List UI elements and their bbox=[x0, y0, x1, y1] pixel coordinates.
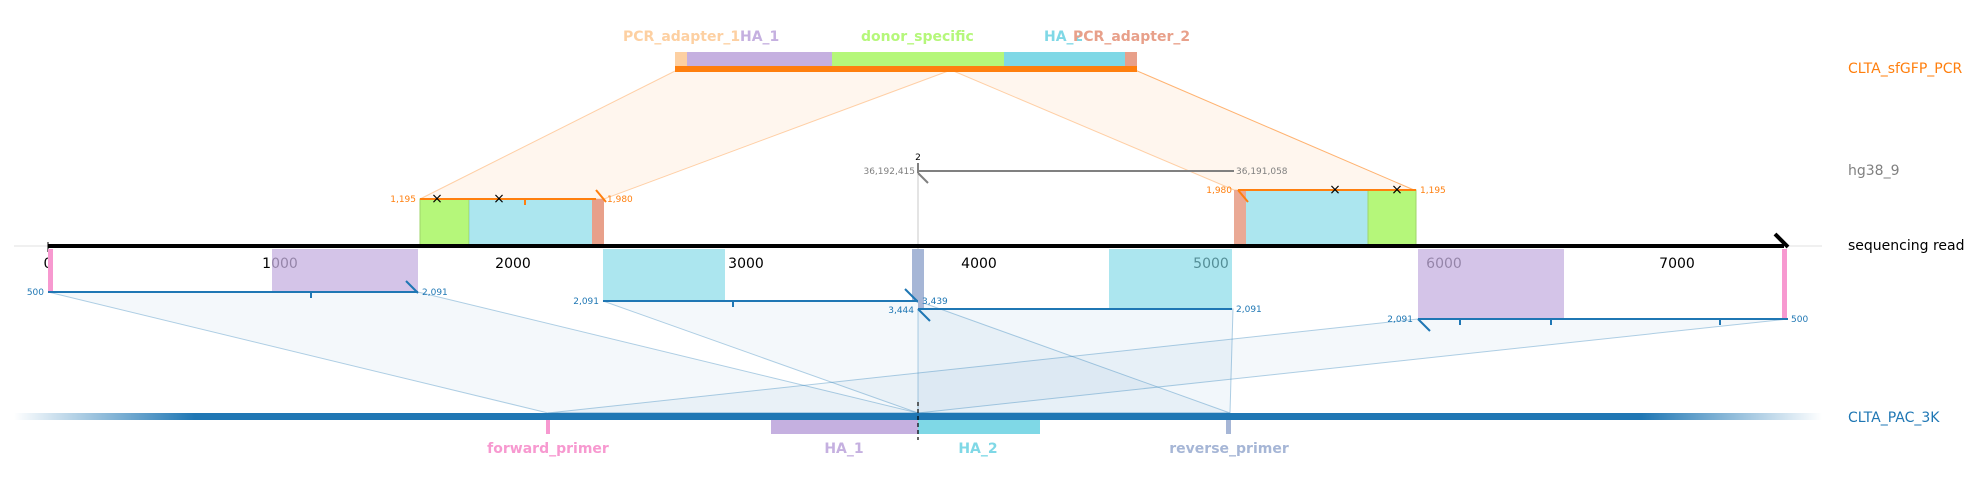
amp4-end-coord: 500 bbox=[1791, 315, 1808, 325]
donor-left-start-coord: 1,195 bbox=[390, 195, 416, 205]
amp2-start-coord: 2,091 bbox=[573, 297, 599, 307]
amp3-end-coord: 2,091 bbox=[1236, 305, 1262, 315]
forward-primer-block bbox=[546, 420, 550, 434]
donor-specific-label: donor_specific bbox=[861, 29, 974, 45]
track-label-genome: hg38_9 bbox=[1848, 163, 1899, 179]
amplicon-reference: forward_primer HA_1 HA_2 reverse_primer bbox=[14, 402, 1822, 457]
svg-text:×: × bbox=[1329, 182, 1341, 198]
ha-1-label: HA_1 bbox=[740, 29, 779, 45]
amplicon-alignment-4: 2,091 500 bbox=[1387, 249, 1808, 332]
read-tick-3000: 3000 bbox=[728, 256, 764, 272]
ha-2-label: HA_2 bbox=[1044, 29, 1083, 45]
read-tick-7000: 7000 bbox=[1659, 256, 1695, 272]
pcr-adapter-1-label: PCR_adapter_1 bbox=[623, 29, 740, 45]
donor-mapping-shading bbox=[419, 69, 1415, 200]
genome-right-coord: 36,191,058 bbox=[1236, 167, 1288, 177]
donor-right-start-coord: 1,980 bbox=[1206, 186, 1232, 196]
ha-1-amplicon-label: HA_1 bbox=[824, 441, 863, 457]
ha-1-amplicon-block bbox=[771, 420, 918, 434]
genome-chrom-label: 2 bbox=[915, 153, 921, 163]
genome-left-coord: 36,192,415 bbox=[863, 167, 915, 177]
donor-specific-block bbox=[832, 52, 1004, 67]
ha-2-amplicon-label: HA_2 bbox=[958, 441, 997, 457]
amplicon-alignment-2: 2,091 3,444 bbox=[573, 249, 924, 316]
amplicon-alignment-1: 500 2,091 bbox=[27, 249, 448, 298]
donor-right-end-coord: 1,195 bbox=[1420, 186, 1446, 196]
track-labels: CLTA_sfGFP_PCR hg38_9 sequencing read CL… bbox=[1848, 61, 1964, 426]
svg-text:×: × bbox=[493, 191, 505, 207]
pcr-adapter-1-block bbox=[675, 52, 687, 67]
track-label-read: sequencing read bbox=[1848, 238, 1964, 254]
amp3-start-coord: 3,439 bbox=[922, 297, 948, 307]
donor-alignment-right: × × 1,980 1,195 bbox=[1206, 182, 1446, 246]
ha-1-block bbox=[687, 52, 832, 67]
svg-text:×: × bbox=[431, 191, 443, 207]
amp1-end-coord: 2,091 bbox=[422, 288, 448, 298]
track-label-amplicon: CLTA_PAC_3K bbox=[1848, 410, 1940, 426]
amplicon-alignment-3: 3,439 2,091 bbox=[917, 249, 1262, 322]
forward-primer-label: forward_primer bbox=[487, 441, 609, 457]
amp4-start-coord: 2,091 bbox=[1387, 315, 1413, 325]
pcr-adapter-2-label: PCR_adapter_2 bbox=[1073, 29, 1190, 45]
ha-2-block bbox=[1004, 52, 1125, 67]
pcr-template: PCR_adapter_1 HA_1 donor_specific HA_2 P… bbox=[623, 29, 1190, 72]
donor-left-end-coord: 1,980 bbox=[607, 195, 633, 205]
pcr-template-bar bbox=[675, 66, 1137, 72]
svg-text:×: × bbox=[1391, 182, 1403, 198]
pcr-adapter-2-block bbox=[1125, 52, 1137, 67]
genome-alignment: 2 36,192,415 36,191,058 bbox=[863, 153, 1288, 300]
reverse-primer-block bbox=[1226, 420, 1231, 434]
reverse-primer-label: reverse_primer bbox=[1169, 441, 1289, 457]
amp1-start-coord: 500 bbox=[27, 288, 44, 298]
track-label-pcr: CLTA_sfGFP_PCR bbox=[1848, 61, 1962, 77]
read-tick-4000: 4000 bbox=[961, 256, 997, 272]
donor-alignment-left: × × 1,195 1,980 bbox=[390, 189, 633, 246]
ha-2-amplicon-block bbox=[918, 420, 1040, 434]
read-tick-2000: 2000 bbox=[495, 256, 531, 272]
amp2-end-coord: 3,444 bbox=[888, 306, 914, 316]
